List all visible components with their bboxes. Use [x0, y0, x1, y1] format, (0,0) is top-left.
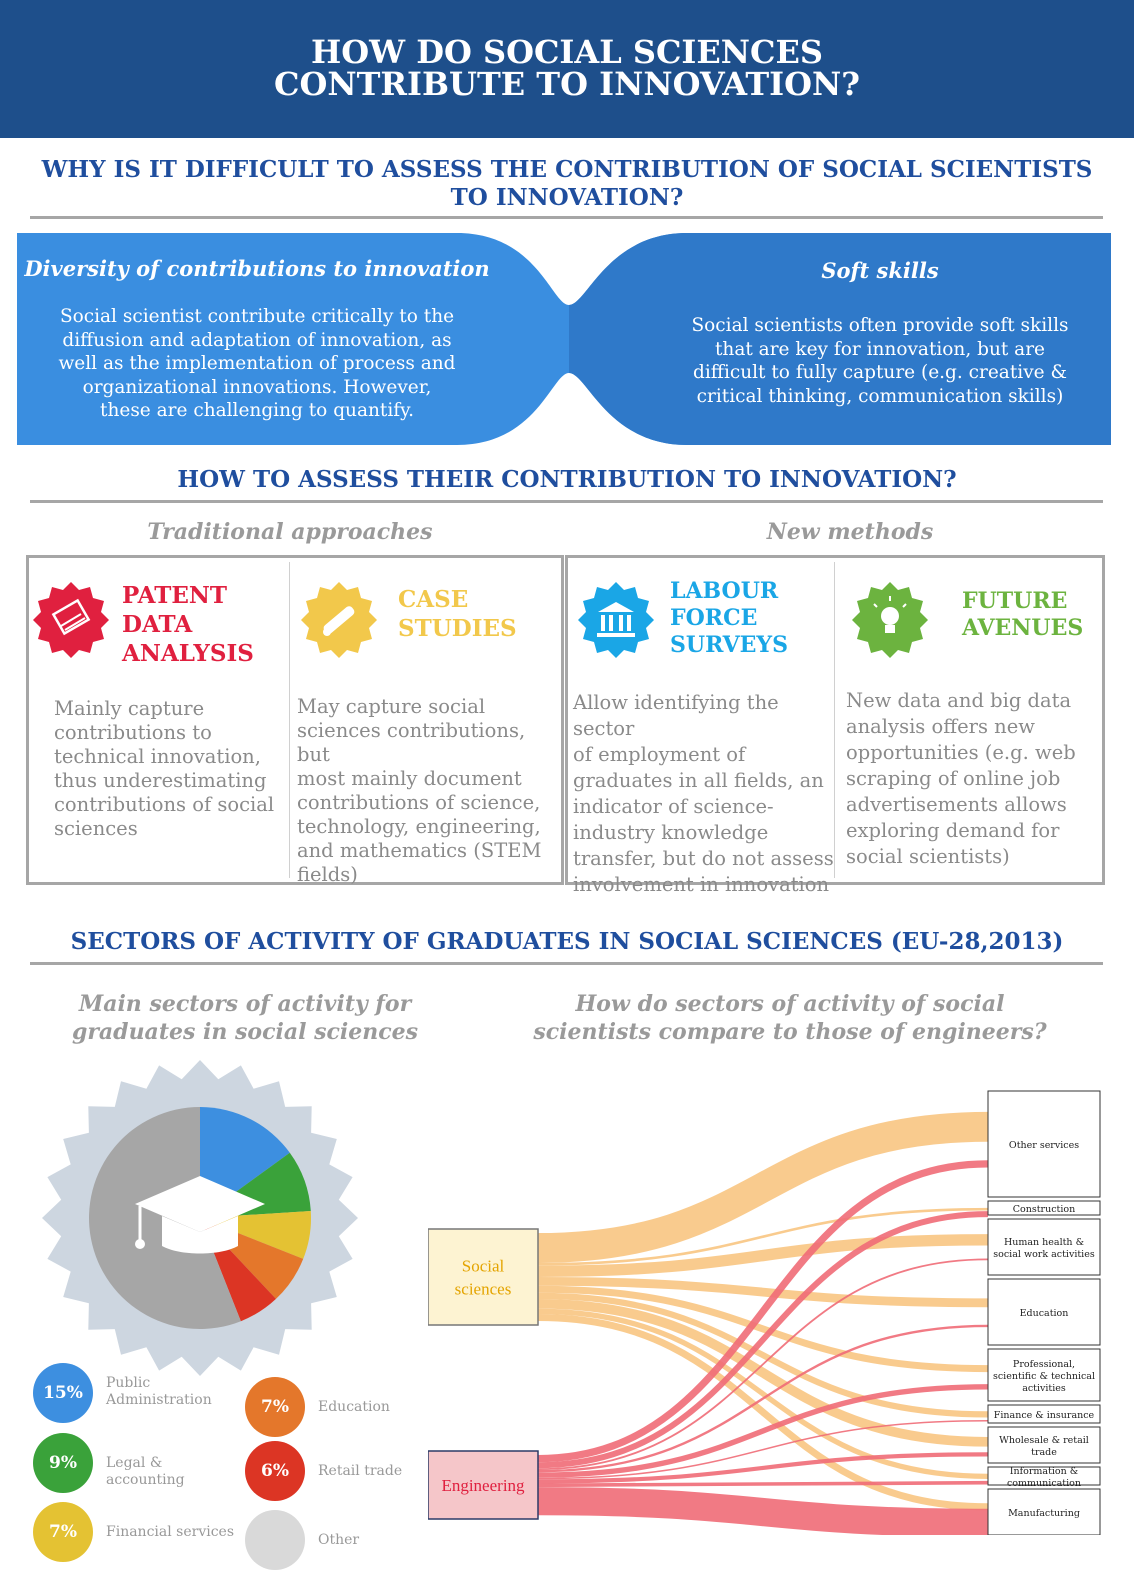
- sankey-flow: [537, 1384, 989, 1478]
- sankey-target-node: [987, 1404, 1101, 1424]
- labour-force-text: Allow identifying the sector of employme…: [573, 691, 834, 896]
- new-methods-label: New methods: [766, 519, 934, 545]
- sankey-target-node: [987, 1218, 1101, 1276]
- sankey-source-label: Engineering: [441, 1476, 525, 1495]
- traditional-approaches-label: Traditional approaches: [147, 519, 433, 545]
- diversity-text: Social scientist contribute critically t…: [58, 306, 456, 421]
- sankey-target-label: Manufacturing: [1008, 1508, 1080, 1519]
- legend-swatch: 7%: [33, 1502, 93, 1562]
- legend-swatch: 6%: [245, 1441, 305, 1501]
- legend-swatch: 15%: [33, 1363, 93, 1423]
- section1-divider: [30, 216, 1103, 219]
- pie-subtitle: Main sectors of activity for graduates i…: [71, 991, 419, 1045]
- sankey-flow: [537, 1211, 989, 1469]
- sankey-target-label: activities: [1022, 1383, 1066, 1394]
- sankey-target-node: [987, 1466, 1101, 1486]
- sankey-target-label: social work activities: [993, 1249, 1095, 1260]
- header-banner: [0, 0, 1134, 138]
- sankey-target-label: trade: [1031, 1447, 1057, 1458]
- legend-label: Other: [318, 1532, 360, 1548]
- graduation-cap-icon: [135, 1176, 265, 1254]
- sankey-flow: [537, 1285, 989, 1373]
- sankey-target-node: [987, 1348, 1101, 1402]
- sankey-source-node: [428, 1228, 539, 1326]
- legend-label: Public Administration: [106, 1375, 212, 1408]
- section3-divider: [30, 962, 1103, 965]
- section1-title-line1: WHY IS IT DIFFICULT TO ASSESS THE CONTRI…: [41, 156, 1093, 183]
- legend-label: Retail trade: [318, 1463, 403, 1479]
- sankey-flow: [537, 1308, 989, 1480]
- traditional-panel: [26, 555, 564, 885]
- sankey-target-label: Construction: [1013, 1204, 1075, 1215]
- soft-skills-heading: Soft skills: [821, 258, 939, 283]
- sankey-target-label: Professional,: [1013, 1359, 1075, 1370]
- sankey-flow: [537, 1234, 989, 1277]
- diversity-heading: Diversity of contributions to innovation: [24, 256, 490, 281]
- sankey-flow: [537, 1277, 989, 1308]
- sankey-target-node: [987, 1488, 1101, 1535]
- sankey-flow: [537, 1452, 989, 1484]
- sankey-flow: [537, 1314, 989, 1511]
- section2-divider: [30, 500, 1103, 503]
- blue-band-shape: [17, 233, 1111, 445]
- sankey-target-label: Information &: [1010, 1466, 1079, 1477]
- page-title-line2: CONTRIBUTE TO INNOVATION?: [274, 65, 860, 103]
- patent-title: PATENT DATA ANALYSIS: [122, 582, 254, 667]
- section3-title: SECTORS OF ACTIVITY OF GRADUATES IN SOCI…: [70, 928, 1064, 955]
- sankey-source-label: sciences: [455, 1280, 512, 1299]
- section1-title-line2: TO INNOVATION?: [450, 184, 684, 211]
- panel-divider: [289, 562, 290, 878]
- future-avenues-text: New data and big data analysis offers ne…: [846, 689, 1076, 868]
- sankey-flow: [537, 1324, 989, 1473]
- lightbulb-icon: [852, 582, 928, 658]
- legend-swatch: 9%: [33, 1433, 93, 1493]
- section2-title: HOW TO ASSESS THEIR CONTRIBUTION TO INNO…: [177, 466, 957, 493]
- sankey-flow: [537, 1207, 989, 1266]
- sankey-target-label: Finance & insurance: [994, 1410, 1095, 1421]
- sankey-target-label: communication: [1007, 1478, 1081, 1489]
- patent-scroll-icon: [33, 582, 109, 658]
- sankey-flow: [537, 1160, 989, 1463]
- sankey-flow: [537, 1487, 989, 1535]
- future-avenues-title: FUTURE AVENUES: [962, 588, 1084, 641]
- new-methods-panel: [565, 555, 1105, 885]
- sankey-source-label: Social: [462, 1257, 505, 1276]
- patent-text: Mainly capture contributions to technica…: [54, 697, 275, 840]
- sankey-target-node: [987, 1200, 1101, 1216]
- sankey-source-node: [428, 1450, 539, 1520]
- sankey-flow: [537, 1258, 989, 1470]
- sankey-subtitle: How do sectors of activity of social sci…: [533, 991, 1047, 1045]
- legend-label: Education: [318, 1399, 390, 1415]
- legend-label: Financial services: [106, 1524, 235, 1540]
- page-title-line1: HOW DO SOCIAL SCIENCES: [311, 33, 823, 71]
- sankey-target-label: scientific & technical: [993, 1371, 1095, 1382]
- soft-skills-text: Social scientists often provide soft ski…: [691, 315, 1069, 407]
- legend-swatch: 7%: [245, 1377, 305, 1437]
- institution-icon: [578, 582, 654, 658]
- sankey-chart: Social sciences Engineering Other services C…: [428, 1090, 1101, 1535]
- diploma-icon: [301, 582, 377, 658]
- legend-label: Legal & accounting: [106, 1455, 185, 1488]
- sankey-flow: [537, 1419, 989, 1480]
- sankey-flow: [537, 1480, 989, 1488]
- sankey-target-node: [987, 1090, 1101, 1198]
- sankey-flow: [537, 1111, 989, 1263]
- case-studies-title: CASE STUDIES: [398, 586, 517, 642]
- labour-force-title: LABOUR FORCE SURVEYS: [670, 578, 789, 658]
- sankey-flow: [537, 1292, 989, 1418]
- sankey-target-label: Wholesale & retail: [999, 1435, 1089, 1446]
- sankey-target-node: [987, 1278, 1101, 1346]
- sankey-target-node: [987, 1426, 1101, 1464]
- sankey-target-label: Human health &: [1004, 1237, 1084, 1248]
- sankey-target-label: Education: [1020, 1308, 1069, 1319]
- case-studies-text: May capture social sciences contribution…: [297, 695, 542, 886]
- pie-chart: [42, 1060, 358, 1376]
- sankey-flow: [537, 1298, 989, 1447]
- sankey-target-label: Other services: [1009, 1140, 1079, 1151]
- legend-swatch: [245, 1510, 305, 1570]
- panel-divider: [834, 562, 835, 878]
